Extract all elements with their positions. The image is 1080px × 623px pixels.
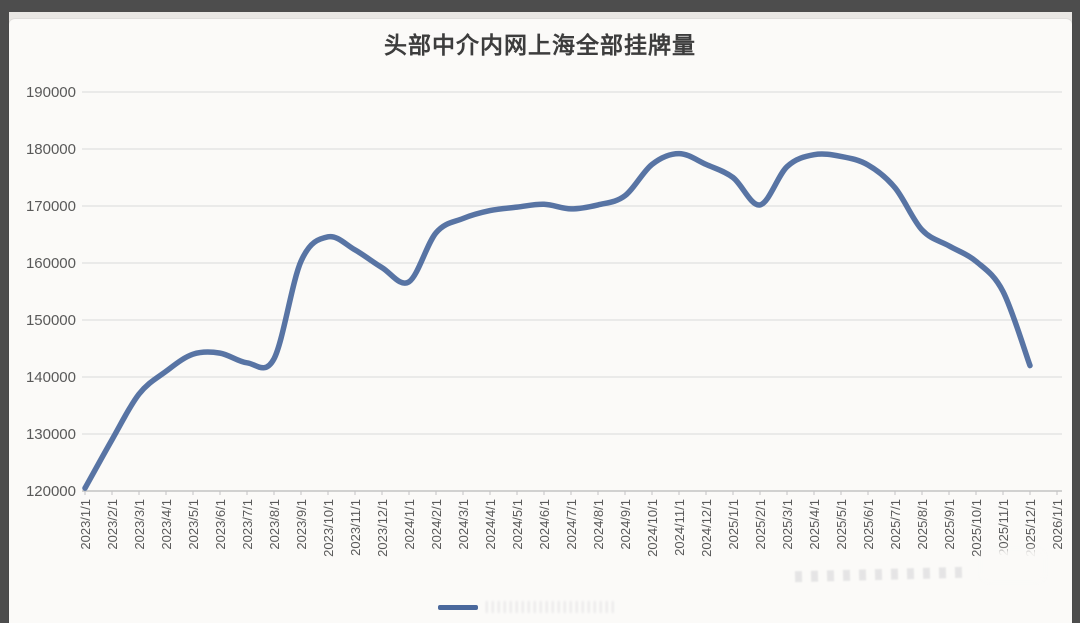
x-tick-label: 2023/7/1 [240,499,255,550]
chart-title: 头部中介内网上海全部挂牌量 [384,32,696,58]
x-tick-label: 2024/7/1 [564,499,579,550]
window-frame-left [0,0,9,623]
window-frame-top [0,0,1080,12]
label-occlusion-blob [981,549,1045,582]
x-tick-label: 2025/12/1 [1023,499,1038,557]
x-tick-label: 2025/6/1 [861,499,876,550]
x-axis-ticks [84,491,1058,495]
x-axis-labels: 2023/1/1 2023/2/1 2023/3/1 2023/4/1 2023/5/1… [78,499,1065,557]
x-tick-label: 2025/5/1 [834,499,849,550]
chart-card [9,19,1072,623]
x-tick-label: 2025/3/1 [780,499,795,550]
legend-label-smudge [486,601,618,613]
x-tick-label: 2025/8/1 [915,499,930,550]
y-tick-label: 190000 [26,84,76,101]
x-tick-label: 2024/1/1 [402,499,417,550]
x-tick-label: 2024/12/1 [699,499,714,557]
x-tick-label: 2025/1/1 [726,499,741,550]
x-tick-label: 2025/4/1 [807,499,822,550]
y-tick-label: 160000 [26,255,76,272]
x-tick-label: 2024/11/1 [672,499,687,556]
x-tick-label: 2026/1/1 [1050,499,1065,550]
x-tick-label: 2023/1/1 [78,499,93,550]
x-tick-label: 2024/3/1 [456,499,471,550]
y-tick-label: 140000 [26,369,76,386]
x-tick-label: 2024/6/1 [537,499,552,550]
chart-legend [0,598,1068,616]
x-tick-label: 2025/9/1 [942,499,957,550]
x-tick-label: 2024/5/1 [510,499,525,550]
y-tick-label: 170000 [26,198,76,215]
x-tick-label: 2023/9/1 [294,499,309,550]
legend-line-marker [438,604,478,610]
x-tick-label: 2025/7/1 [888,499,903,550]
y-tick-label: 180000 [26,141,76,158]
x-tick-label: 2023/4/1 [159,499,174,550]
x-tick-label: 2025/2/1 [753,499,768,550]
x-tick-label: 2024/9/1 [618,499,633,550]
x-tick-label: 2025/11/1 [996,499,1011,556]
x-tick-label: 2023/12/1 [375,499,390,557]
y-tick-label: 150000 [26,312,76,329]
x-tick-label: 2024/4/1 [483,499,498,550]
x-tick-label: 2023/2/1 [105,499,120,550]
x-tick-label: 2023/5/1 [186,499,201,550]
x-tick-label: 2024/2/1 [429,499,444,550]
x-tick-label: 2025/10/1 [969,499,984,557]
x-tick-label: 2024/10/1 [645,499,660,557]
y-tick-label: 120000 [26,483,76,500]
y-axis-labels: 190000 180000 170000 160000 150000 140000 1300… [26,84,76,500]
x-tick-label: 2023/3/1 [132,499,147,550]
y-tick-label: 130000 [26,426,76,443]
x-tick-label: 2023/11/1 [348,499,363,556]
grid-lines [82,91,1062,492]
x-tick-label: 2023/8/1 [267,499,282,550]
x-tick-label: 2023/6/1 [213,499,228,550]
window-frame-right [1072,0,1080,623]
series-line [82,150,1033,491]
x-tick-label: 2023/10/1 [321,499,336,557]
x-tick-label: 2024/8/1 [591,499,606,550]
